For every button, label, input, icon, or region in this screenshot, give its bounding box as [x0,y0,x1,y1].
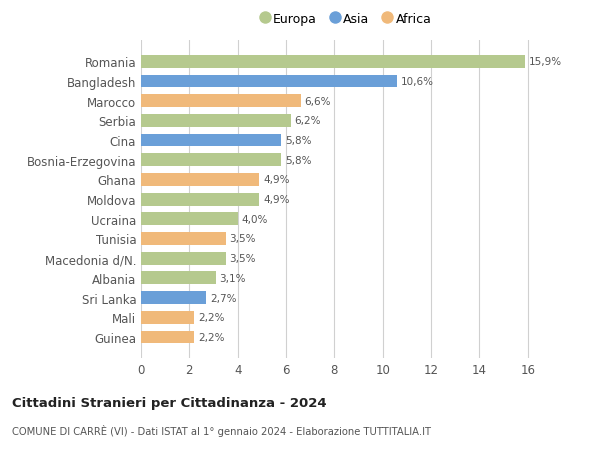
Legend: Europa, Asia, Africa: Europa, Asia, Africa [258,10,435,30]
Text: 6,6%: 6,6% [304,96,331,106]
Text: 6,2%: 6,2% [295,116,321,126]
Bar [141,193,259,206]
Text: Cittadini Stranieri per Cittadinanza - 2024: Cittadini Stranieri per Cittadinanza - 2… [12,396,326,409]
Bar [141,75,397,88]
Bar [141,134,281,147]
Text: 2,2%: 2,2% [198,332,224,342]
Bar [141,272,216,285]
Text: 4,0%: 4,0% [241,214,268,224]
Text: COMUNE DI CARRÈ (VI) - Dati ISTAT al 1° gennaio 2024 - Elaborazione TUTTITALIA.I: COMUNE DI CARRÈ (VI) - Dati ISTAT al 1° … [12,424,431,436]
Bar [141,213,238,226]
Text: 4,9%: 4,9% [263,195,290,205]
Text: 2,2%: 2,2% [198,313,224,323]
Text: 3,5%: 3,5% [229,254,256,263]
Text: 3,5%: 3,5% [229,234,256,244]
Bar [141,311,194,324]
Bar [141,252,226,265]
Text: 15,9%: 15,9% [529,57,562,67]
Text: 4,9%: 4,9% [263,175,290,185]
Bar [141,154,281,167]
Text: 3,1%: 3,1% [220,273,246,283]
Bar [141,95,301,108]
Bar [141,174,259,186]
Text: 2,7%: 2,7% [210,293,236,303]
Bar [141,331,194,344]
Bar [141,115,291,128]
Bar [141,291,206,304]
Text: 5,8%: 5,8% [285,136,311,146]
Text: 5,8%: 5,8% [285,155,311,165]
Bar [141,233,226,246]
Bar [141,56,526,68]
Text: 10,6%: 10,6% [401,77,434,87]
